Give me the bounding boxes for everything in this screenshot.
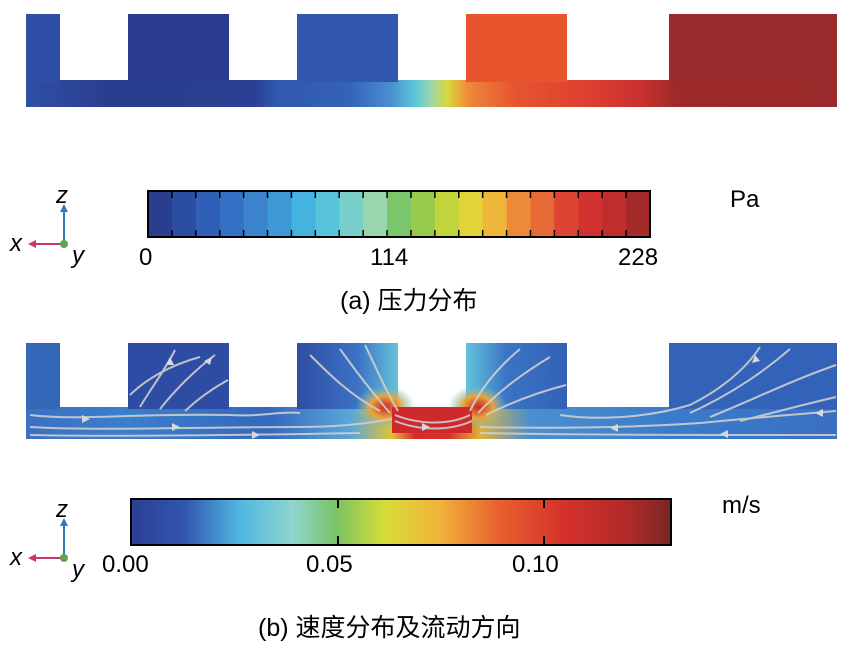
pressure-colorbar-band bbox=[148, 191, 173, 237]
velocity-tick-max: 0.10 bbox=[512, 551, 559, 578]
velocity-field-plot bbox=[26, 343, 837, 439]
pressure-colorbar-band bbox=[315, 191, 340, 237]
pressure-colorbar-band bbox=[410, 191, 436, 237]
caption-b-text: 速度分布及流动方向 bbox=[295, 613, 521, 642]
triad-a-y-label: y bbox=[72, 242, 84, 269]
pressure-colorbar-border bbox=[147, 190, 651, 238]
velocity-chamber-1 bbox=[26, 343, 60, 409]
pressure-colorbar-band bbox=[530, 191, 555, 237]
velocity-chamber-2 bbox=[128, 343, 229, 409]
pressure-chamber-1 bbox=[26, 14, 60, 82]
caption-a-prefix: (a) bbox=[340, 287, 371, 315]
triad-b-y-label: y bbox=[72, 556, 84, 583]
pressure-field-plot bbox=[26, 14, 837, 107]
pressure-colorbar-band bbox=[171, 191, 197, 237]
velocity-tick-mid: 0.05 bbox=[306, 551, 353, 578]
pressure-colorbar-band bbox=[602, 191, 627, 237]
pressure-colorbar-band bbox=[387, 191, 412, 237]
pressure-colorbar-band bbox=[554, 191, 579, 237]
triad-a-z-label: z bbox=[56, 182, 68, 209]
pressure-chamber-4 bbox=[466, 14, 567, 82]
caption-a: (a) 压力分布 bbox=[340, 286, 478, 316]
velocity-unit: m/s bbox=[722, 492, 761, 519]
velocity-colorbar bbox=[130, 498, 672, 546]
pressure-colorbar-band bbox=[434, 191, 460, 237]
pressure-chamber-5 bbox=[669, 14, 837, 82]
pressure-colorbar-band bbox=[339, 191, 364, 237]
pressure-unit: Pa bbox=[730, 186, 760, 213]
pressure-tick-min: 0 bbox=[139, 244, 153, 271]
axis-triad-b bbox=[28, 518, 68, 562]
caption-b-prefix: (b) bbox=[258, 614, 289, 642]
axis-triad-a bbox=[28, 204, 68, 248]
pressure-colorbar-band bbox=[267, 191, 292, 237]
caption-b: (b) 速度分布及流动方向 bbox=[258, 613, 521, 643]
pressure-colorbar-band bbox=[291, 191, 316, 237]
triad-b-x-label: x bbox=[10, 544, 22, 571]
velocity-tick-min: 0.00 bbox=[102, 551, 149, 578]
pressure-colorbar-band bbox=[195, 191, 221, 237]
pressure-tick-mid: 114 bbox=[370, 244, 409, 271]
triad-b-z-label: z bbox=[56, 496, 68, 523]
caption-a-text: 压力分布 bbox=[377, 286, 478, 315]
pressure-chamber-3 bbox=[297, 14, 398, 82]
pressure-tick-max: 228 bbox=[618, 244, 659, 271]
pressure-colorbar-band bbox=[363, 191, 388, 237]
pressure-colorbar bbox=[147, 190, 651, 238]
pressure-colorbar-band bbox=[506, 191, 531, 237]
pressure-colorbar-band bbox=[626, 191, 651, 237]
pressure-colorbar-band bbox=[458, 191, 484, 237]
pressure-channel bbox=[26, 80, 837, 107]
triad-a-x-label: x bbox=[10, 230, 22, 257]
pressure-colorbar-band bbox=[243, 191, 269, 237]
pressure-chamber-2 bbox=[128, 14, 229, 82]
pressure-colorbar-band bbox=[578, 191, 603, 237]
pressure-colorbar-band bbox=[219, 191, 245, 237]
pressure-colorbar-band bbox=[482, 191, 508, 237]
